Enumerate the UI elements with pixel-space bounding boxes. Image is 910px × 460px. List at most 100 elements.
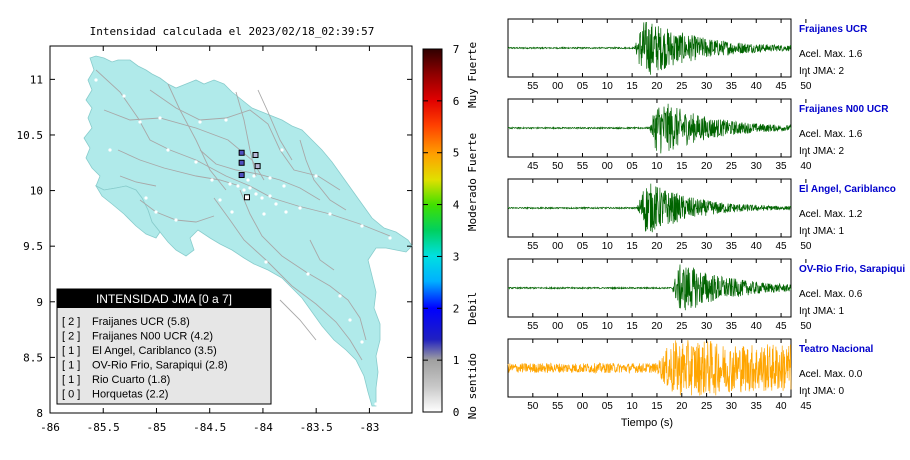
waveform-tick-label: 15 — [627, 321, 639, 332]
waveform-tick-label: 15 — [627, 241, 639, 252]
waveform-tick-label: 55 — [577, 161, 589, 172]
map-y-axis: 8 8.5 9 9.5 10 10.5 11 — [17, 73, 412, 420]
map-x-tick-label: -86 — [40, 421, 60, 434]
legend-body — [56, 288, 272, 405]
waveform-trace — [507, 340, 792, 396]
colorbar-tick-label: 5 — [453, 147, 460, 160]
colorbar-ticks: 0 1 2 3 4 5 6 7 — [423, 43, 460, 419]
map-y-tick-label: 9 — [36, 296, 43, 309]
waveform-tick-label: 05 — [627, 161, 639, 172]
waveform-tick-label: 15 — [627, 81, 639, 92]
waveform-tick-label: 50 — [552, 161, 564, 172]
waveform-tick-label: 05 — [577, 241, 589, 252]
station-marker — [252, 151, 259, 158]
station-markers — [238, 149, 261, 201]
station-acel-max: Acel. Max. 1.6 — [799, 49, 863, 60]
legend-item-name: OV-Rio Frio, Sarapiqui (2.8) — [92, 360, 228, 372]
waveform-tick-label: 50 — [800, 321, 812, 332]
waveform-tick-label: 25 — [726, 161, 738, 172]
waveform-panel: 55 00 05 10 15 20 25 30 35 40 45 50 El Angel, Caribl… — [507, 178, 896, 252]
station-title: OV-Rio Frio, Sarapiqui — [799, 264, 905, 275]
colorbar-tick-label: 2 — [453, 302, 460, 315]
waveform-tick-label: 00 — [552, 81, 564, 92]
waveform-tick-label: 10 — [602, 321, 614, 332]
waveform-tick-label: 30 — [726, 401, 738, 412]
waveform-tick-label: 50 — [527, 401, 539, 412]
waveform-tick-label: 25 — [676, 241, 688, 252]
waveform-panel: 50 55 00 05 10 15 20 25 30 35 40 45 Teatro Nacional A… — [507, 338, 873, 412]
station-marker — [243, 194, 250, 201]
station-title: Fraijanes UCR — [799, 24, 868, 35]
legend-items: [ 2 ] Fraijanes UCR (5.8) [ 2 ] Fraijanes N… — [62, 316, 228, 401]
waveform-tick-label: 20 — [651, 81, 663, 92]
legend-item-jma: [ 1 ] — [62, 374, 80, 386]
waveform-tick-label: 20 — [651, 321, 663, 332]
waveform-tick-label: 35 — [751, 401, 763, 412]
waveform-panel: 45 50 55 00 05 10 15 20 25 30 35 40 Fraijanes N00 UC… — [507, 98, 889, 172]
waveform-panel: 55 00 05 10 15 20 25 30 35 40 45 50 Fraijanes UCR Ace… — [507, 18, 868, 92]
colorbar-tick-label: 1 — [453, 354, 460, 367]
waveform-tick-label: 35 — [726, 241, 738, 252]
station-title: Teatro Nacional — [799, 344, 873, 355]
map-x-tick-label: -84.5 — [193, 421, 226, 434]
colorbar-category-label: Debil — [466, 292, 479, 325]
waveform-tick-label: 00 — [552, 321, 564, 332]
waveform-trace — [507, 183, 792, 233]
waveform-tick-label: 10 — [602, 81, 614, 92]
waveform-tick-label: 40 — [800, 161, 812, 172]
waveform-tick-label: 15 — [651, 401, 663, 412]
waveform-tick-label: 10 — [602, 241, 614, 252]
waveform-tick-label: 25 — [701, 401, 713, 412]
station-marker — [238, 172, 245, 179]
waveform-tick-label: 10 — [651, 161, 663, 172]
waveform-tick-label: 20 — [701, 161, 713, 172]
waveform-tick-label: 45 — [776, 321, 788, 332]
waveform-tick-label: 55 — [552, 401, 564, 412]
colorbar-category-label: Moderado — [466, 178, 479, 231]
waveform-tick-label: 15 — [676, 161, 688, 172]
station-int-jma: Int JMA: 1 — [799, 306, 844, 317]
colorbar-labels: No sentido Debil Moderado Fuerte Muy Fuerte — [466, 42, 479, 419]
waveform-tick-label: 45 — [776, 241, 788, 252]
waveform-tick-label: 00 — [577, 401, 589, 412]
waveform-tick-label: 05 — [577, 321, 589, 332]
waveform-tick-label: 45 — [800, 401, 812, 412]
map-x-tick-label: -85 — [147, 421, 167, 434]
legend-title: INTENSIDAD JMA [0 a 7] — [96, 292, 232, 306]
legend-item-jma: [ 1 ] — [62, 360, 80, 372]
colorbar-category-label: Fuerte — [466, 133, 479, 173]
waveform-tick-label: 00 — [552, 241, 564, 252]
waveform-trace — [507, 264, 792, 311]
waveform-tick-label: 40 — [751, 241, 763, 252]
colorbar-category-label: No sentido — [466, 353, 479, 419]
colorbar-tick-label: 6 — [453, 95, 460, 108]
station-marker — [238, 159, 245, 166]
waveform-tick-label: 05 — [602, 401, 614, 412]
waveform-trace — [507, 22, 792, 75]
colorbar-tick-label: 4 — [453, 199, 460, 212]
waveform-tick-label: 55 — [527, 241, 539, 252]
station-int-jma: Int JMA: 0 — [799, 386, 844, 397]
waveform-tick-label: 30 — [701, 321, 713, 332]
waveform-tick-label: 50 — [800, 81, 812, 92]
waveform-tick-label: 05 — [577, 81, 589, 92]
waveform-tick-label: 35 — [726, 321, 738, 332]
map-y-tick-label: 9.5 — [23, 240, 43, 253]
colorbar-category-label: Muy Fuerte — [466, 42, 479, 108]
waveform-tick-label: 20 — [651, 241, 663, 252]
waveform-tick-label: 55 — [527, 81, 539, 92]
legend-item-jma: [ 2 ] — [62, 331, 80, 343]
legend-item-jma: [ 0 ] — [62, 389, 80, 401]
waveform-tick-label: 30 — [751, 161, 763, 172]
station-acel-max: Acel. Max. 1.6 — [799, 129, 863, 140]
waveform-tick-label: 35 — [726, 81, 738, 92]
intensity-colorbar: 0 1 2 3 4 5 6 7 No sentido Debil Moderado Fuerte Mu… — [422, 42, 479, 419]
station-int-jma: Int JMA: 1 — [799, 226, 844, 237]
map-x-tick-label: -84 — [253, 421, 273, 434]
nicoya-peninsula — [94, 185, 161, 239]
legend-item-name: Fraijanes N00 UCR (4.2) — [92, 331, 213, 343]
station-title: El Angel, Cariblanco — [799, 184, 896, 195]
station-acel-max: Acel. Max. 0.0 — [799, 369, 863, 380]
map-y-tick-label: 10 — [30, 185, 43, 198]
